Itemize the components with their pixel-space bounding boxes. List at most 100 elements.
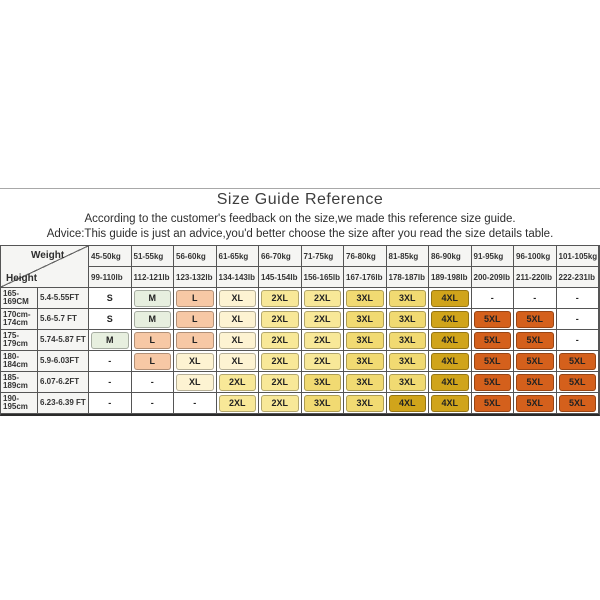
size-cell: 2XL xyxy=(301,330,344,351)
weight-kg-header: 66-70kg xyxy=(259,246,302,267)
heading-block: Size Guide Reference According to the cu… xyxy=(0,191,600,241)
size-cell: XL xyxy=(174,372,217,393)
size-cell: 3XL xyxy=(344,372,387,393)
size-cell: - xyxy=(556,330,599,351)
size-cell: 3XL xyxy=(386,330,429,351)
weight-lb-header: 156-165lb xyxy=(301,267,344,288)
size-chip: 4XL xyxy=(431,331,469,349)
weight-kg-header: 96-100kg xyxy=(514,246,557,267)
size-chip: M xyxy=(91,331,129,349)
size-chip: 3XL xyxy=(303,373,341,391)
size-chip: 5XL xyxy=(516,310,554,328)
size-chip: 2XL xyxy=(303,331,341,349)
size-cell: 2XL xyxy=(259,351,302,372)
height-ft-label: 5.6-5.7 FT xyxy=(38,309,89,330)
size-cell: 4XL xyxy=(429,372,472,393)
size-cell: S xyxy=(89,288,132,309)
weight-lb-header: 134-143lb xyxy=(216,267,259,288)
size-cell: 3XL xyxy=(344,393,387,414)
size-cell: 4XL xyxy=(429,330,472,351)
size-cell: XL xyxy=(216,330,259,351)
size-value: - xyxy=(533,293,537,303)
size-chip: 3XL xyxy=(346,289,384,307)
size-cell: 5XL xyxy=(471,330,514,351)
size-cell: 4XL xyxy=(386,393,429,414)
size-chip: 5XL xyxy=(473,373,511,391)
size-chip: XL xyxy=(218,289,256,307)
size-cell: 5XL xyxy=(514,330,557,351)
height-ft-label: 5.74-5.87 FT xyxy=(38,330,89,351)
size-chip: XL xyxy=(218,352,256,370)
size-cell: L xyxy=(131,351,174,372)
size-chip: 5XL xyxy=(516,331,554,349)
weight-lb-header: 112-121lb xyxy=(131,267,174,288)
size-cell: 3XL xyxy=(344,351,387,372)
size-cell: 4XL xyxy=(429,288,472,309)
size-cell: 2XL xyxy=(301,309,344,330)
size-cell: - xyxy=(556,288,599,309)
size-cell: - xyxy=(514,288,557,309)
size-chip: 5XL xyxy=(473,331,511,349)
height-cm-label: 185-189cm xyxy=(1,372,38,393)
weight-lb-header: 99-110lb xyxy=(89,267,132,288)
size-chip: 5XL xyxy=(516,373,554,391)
size-cell: M xyxy=(89,330,132,351)
size-chip: 2XL xyxy=(218,373,256,391)
height-cm-label: 175-179cm xyxy=(1,330,38,351)
weight-lb-header: 189-198lb xyxy=(429,267,472,288)
weight-lb-header: 211-220lb xyxy=(514,267,557,288)
weight-lb-header: 145-154lb xyxy=(259,267,302,288)
weight-kg-header: 81-85kg xyxy=(386,246,429,267)
size-chip: 3XL xyxy=(346,331,384,349)
size-cell: 2XL xyxy=(259,330,302,351)
size-cell: - xyxy=(174,393,217,414)
size-cell: - xyxy=(89,393,132,414)
size-chip: XL xyxy=(218,310,256,328)
size-cell: 5XL xyxy=(471,393,514,414)
size-chip: L xyxy=(176,331,214,349)
size-cell: L xyxy=(174,309,217,330)
size-chip: 3XL xyxy=(388,310,426,328)
size-chip: 3XL xyxy=(346,373,384,391)
size-value: - xyxy=(575,314,579,324)
weight-kg-header: 101-105kg xyxy=(556,246,599,267)
size-cell: 4XL xyxy=(429,309,472,330)
size-cell: L xyxy=(174,330,217,351)
size-value: - xyxy=(193,398,197,408)
size-chip: 3XL xyxy=(346,310,384,328)
size-cell: 2XL xyxy=(301,351,344,372)
size-chip: 5XL xyxy=(473,394,511,412)
size-chip: 2XL xyxy=(261,394,299,412)
size-cell: 3XL xyxy=(344,330,387,351)
size-cell: L xyxy=(174,288,217,309)
size-chip: L xyxy=(176,310,214,328)
size-chip: M xyxy=(133,310,171,328)
size-chip: XL xyxy=(218,331,256,349)
corner-weight-label: Weight xyxy=(31,250,65,261)
size-cell: 5XL xyxy=(556,372,599,393)
size-cell: - xyxy=(131,393,174,414)
height-cm-label: 190-195cm xyxy=(1,393,38,414)
weight-kg-header: 86-90kg xyxy=(429,246,472,267)
size-cell: XL xyxy=(174,351,217,372)
size-cell: 3XL xyxy=(344,288,387,309)
height-cm-label: 180-184cm xyxy=(1,351,38,372)
size-cell: 3XL xyxy=(344,309,387,330)
size-value: - xyxy=(490,293,494,303)
size-chip: 5XL xyxy=(473,352,511,370)
size-cell: M xyxy=(131,309,174,330)
size-chip: 4XL xyxy=(388,394,426,412)
size-cell: XL xyxy=(216,351,259,372)
height-ft-label: 6.07-6.2FT xyxy=(38,372,89,393)
size-chip: 3XL xyxy=(388,289,426,307)
size-chip: 5XL xyxy=(558,373,596,391)
size-chip: L xyxy=(133,352,171,370)
size-cell: 5XL xyxy=(471,372,514,393)
size-chip: 2XL xyxy=(218,394,256,412)
size-chip: L xyxy=(176,289,214,307)
size-cell: 5XL xyxy=(514,351,557,372)
size-cell: 5XL xyxy=(471,309,514,330)
page-title: Size Guide Reference xyxy=(216,191,384,208)
size-cell: 2XL xyxy=(259,393,302,414)
size-cell: - xyxy=(131,372,174,393)
